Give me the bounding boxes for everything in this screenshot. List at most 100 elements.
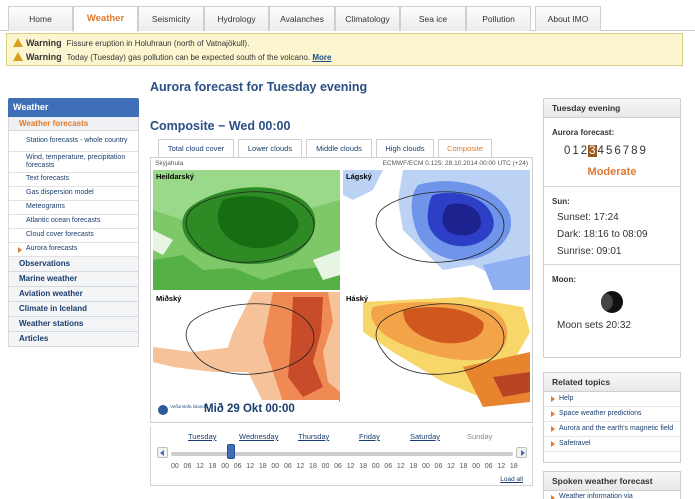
tab-avalanches[interactable]: Avalanches [269, 6, 335, 31]
sidebar-item-climate[interactable]: Climate in Iceland [8, 302, 139, 317]
timeline-hour[interactable]: 06 [434, 463, 443, 470]
timeline-hour[interactable]: 06 [334, 463, 342, 470]
moon-phase-icon [601, 291, 623, 313]
timeline-hour[interactable]: 00 [221, 463, 229, 470]
tab-pollution[interactable]: Pollution [466, 6, 531, 31]
page-title: Aurora forecast for Tuesday evening [150, 80, 368, 94]
sun-label: Sun: [552, 197, 570, 206]
timeline-next-button[interactable] [516, 447, 527, 458]
timeline-prev-button[interactable] [157, 447, 168, 458]
sunrise-time: Sunrise: 09:01 [557, 246, 622, 257]
timeline-hour[interactable]: 00 [321, 463, 330, 470]
sidebar: Weather Weather forecasts Station foreca… [8, 98, 139, 347]
aurora-level: Moderate [587, 166, 637, 178]
day-friday[interactable]: Friday [359, 432, 380, 441]
sidebar-item-weather-forecasts[interactable]: Weather forecasts [8, 117, 139, 131]
timeline-hour[interactable]: 18 [309, 463, 317, 470]
tab-climatology[interactable]: Climatology [335, 6, 400, 31]
spoken-heading: Spoken weather forecast [544, 472, 680, 491]
sidebar-item-articles[interactable]: Articles [8, 332, 139, 347]
timeline-handle[interactable] [227, 444, 235, 459]
moon-label: Moon: [552, 275, 576, 284]
timeline-hour[interactable]: 06 [233, 463, 242, 470]
timeline-hour[interactable]: 12 [346, 463, 355, 470]
map-middle-clouds: Miðský [153, 292, 340, 402]
tab-middle-clouds[interactable]: Middle clouds [306, 139, 372, 158]
sidebar-item-cloud-cover[interactable]: Cloud cover forecasts [9, 229, 138, 243]
sidebar-item-station-forecasts[interactable]: Station forecasts - whole country [9, 131, 138, 152]
timeline-hour[interactable]: 06 [183, 463, 192, 470]
timeline-hour[interactable]: 12 [196, 463, 204, 470]
aurora-scale-value: 6 [614, 145, 621, 157]
day-saturday[interactable]: Saturday [410, 432, 441, 441]
map-low-clouds: Lágský [343, 170, 530, 290]
load-all-link[interactable]: Load all [500, 476, 523, 483]
sidebar-item-marine-weather[interactable]: Marine weather [8, 272, 139, 287]
sidebar-item-observations[interactable]: Observations [8, 257, 139, 272]
spoken-item[interactable]: Weather information via [544, 491, 680, 499]
moon-set-time: Moon sets 20:32 [557, 320, 631, 331]
day-thursday[interactable]: Thursday [298, 432, 330, 441]
timeline-hour[interactable]: 18 [258, 463, 267, 470]
timeline-hour[interactable]: 00 [472, 463, 480, 470]
timeline-hour[interactable]: 12 [246, 463, 255, 470]
timeline-hour[interactable]: 00 [422, 463, 430, 470]
day-sunday[interactable]: Sunday [467, 432, 493, 441]
tab-weather[interactable]: Weather [73, 6, 138, 32]
more-link[interactable]: More [312, 53, 332, 62]
sidebar-item-weather-stations[interactable]: Weather stations [8, 317, 139, 332]
related-item-safetravel[interactable]: Safetravel [544, 437, 680, 452]
tab-hydrology[interactable]: Hydrology [204, 6, 269, 31]
map-high-clouds: Háský [343, 292, 530, 420]
sidebar-item-wind-temperature[interactable]: Wind, temperature, precipitation forecas… [9, 152, 138, 173]
tab-seismicity[interactable]: Seismicity [138, 6, 204, 31]
tab-composite[interactable]: Composite [438, 139, 492, 158]
sidebar-item-aurora-forecasts[interactable]: Aurora forecasts [9, 243, 138, 257]
timeline-hour[interactable]: 18 [208, 463, 217, 470]
related-item-space-weather[interactable]: Space weather predictions [544, 407, 680, 422]
timeline-hour[interactable]: 12 [447, 463, 455, 470]
timeline-track[interactable] [171, 452, 513, 456]
timeline-hour[interactable]: 18 [459, 463, 468, 470]
tab-total-cloud-cover[interactable]: Total cloud cover [158, 139, 234, 158]
day-tuesday[interactable]: Tuesday [188, 432, 217, 441]
tab-sea-ice[interactable]: Sea ice [400, 6, 466, 31]
sidebar-item-gas-dispersion[interactable]: Gas dispersion model [9, 187, 138, 201]
dark-time: Dark: 18:16 to 08:09 [557, 229, 648, 240]
sidebar-item-atlantic-ocean[interactable]: Atlantic ocean forecasts [9, 215, 138, 229]
warning-icon [13, 52, 23, 61]
timeline-hour[interactable]: 18 [359, 463, 368, 470]
timeline-hour[interactable]: 12 [396, 463, 405, 470]
logo-text: Veðurstofa Íslands [170, 404, 208, 409]
timeline-hour[interactable]: 12 [497, 463, 506, 470]
sidebar-item-text-forecasts[interactable]: Text forecasts [9, 173, 138, 187]
sidebar-heading[interactable]: Weather [8, 98, 139, 117]
map-high-clouds-svg [343, 292, 530, 420]
related-item-aurora-magnetic[interactable]: Aurora and the earth's magnetic field [544, 422, 680, 437]
map-header-right: ECMWF/ECM 0.125: 28.10.2014 00:00 UTC (+… [382, 160, 528, 167]
timeline-hour[interactable]: 18 [509, 463, 518, 470]
quadrant-label: Háský [346, 294, 369, 303]
timeline-hour[interactable]: 06 [484, 463, 493, 470]
sidebar-item-aviation-weather[interactable]: Aviation weather [8, 287, 139, 302]
tab-about-imo[interactable]: About IMO [535, 6, 601, 31]
tab-home[interactable]: Home [8, 6, 73, 31]
top-navigation: Home Weather Seismicity Hydrology Avalan… [0, 0, 695, 32]
sidebar-item-meteograms[interactable]: Meteograms [9, 201, 138, 215]
warning-title: Warning [26, 52, 62, 62]
timeline-hour[interactable]: 06 [384, 463, 393, 470]
timeline-hour[interactable]: 00 [171, 463, 179, 470]
timeline-hour[interactable]: 18 [409, 463, 418, 470]
timeline-hour[interactable]: 06 [283, 463, 292, 470]
timeline-hour[interactable]: 12 [296, 463, 305, 470]
tab-lower-clouds[interactable]: Lower clouds [238, 139, 302, 158]
cloud-forecast-map[interactable]: Skýjahula ECMWF/ECM 0.125: 28.10.2014 00… [150, 157, 533, 423]
quadrant-label: Miðský [156, 294, 182, 303]
tab-high-clouds[interactable]: High clouds [376, 139, 434, 158]
related-item-help[interactable]: Help [544, 392, 680, 407]
timeline-hour[interactable]: 00 [271, 463, 280, 470]
map-footer: Veðurstofa Íslands Mið 29 Okt 00:00 [151, 400, 339, 422]
timeline-hour[interactable]: 00 [371, 463, 380, 470]
day-wednesday[interactable]: Wednesday [239, 432, 279, 441]
